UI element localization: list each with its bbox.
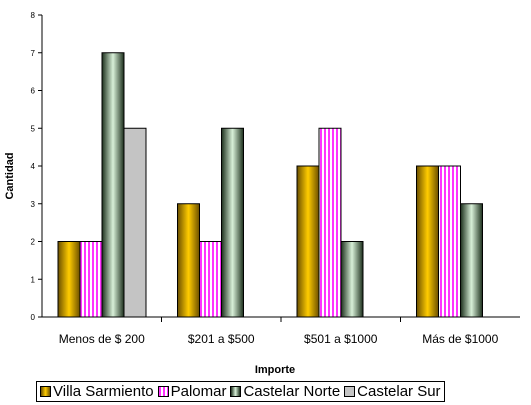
- x-tick-label: $201 a $500: [188, 332, 255, 346]
- y-tick-label: 0: [31, 313, 36, 322]
- legend-label: Villa Sarmiento: [53, 383, 154, 400]
- legend-item: Castelar Norte: [230, 383, 340, 400]
- bar-castelar-norte: [221, 127, 244, 318]
- bar-villa-sarmiento: [57, 241, 81, 318]
- legend-item: Castelar Sur: [344, 383, 441, 400]
- bar-palomar: [318, 127, 342, 318]
- y-tick-label: 6: [31, 87, 36, 96]
- plot-area: 0 1 2 3 4 5 6 7 8 Menos de $ 200 $201 a $500 $501 a…: [31, 11, 520, 346]
- bar-castelar-norte: [340, 241, 364, 318]
- legend-swatch: [344, 386, 356, 397]
- y-tick-label: 8: [31, 11, 36, 20]
- y-tick-label: 5: [31, 124, 36, 133]
- bar-villa-sarmiento: [296, 165, 320, 318]
- bar-castelar-norte: [460, 203, 483, 318]
- bar-villa-sarmiento: [416, 165, 439, 318]
- legend-swatch: [157, 386, 169, 397]
- y-tick-label: 7: [31, 49, 36, 58]
- x-tick-label: Más de $1000: [422, 332, 498, 346]
- y-tick-label: 4: [31, 162, 36, 171]
- y-tick-label: 1: [31, 275, 36, 284]
- legend-label: Castelar Norte: [243, 383, 341, 400]
- y-tick-label: 3: [31, 200, 36, 209]
- y-tick-label: 2: [31, 238, 36, 247]
- legend-label: Palomar: [170, 383, 227, 400]
- legend-swatch: [230, 386, 242, 397]
- y-axis-title: Cantidad: [4, 152, 16, 199]
- legend: Villa Sarmiento Palomar Castelar Norte Cast…: [36, 381, 445, 402]
- bar-castelar-sur: [123, 127, 147, 318]
- bar-castelar-norte: [101, 52, 125, 318]
- x-tick-label: Menos de $ 200: [59, 332, 145, 346]
- legend-label: Castelar Sur: [357, 383, 441, 400]
- bar-palomar: [199, 241, 222, 318]
- x-tick-label: $501 a $1000: [304, 332, 378, 346]
- legend-item: Villa Sarmiento: [40, 383, 154, 400]
- legend-swatch: [40, 386, 51, 397]
- x-axis-title: Importe: [255, 364, 295, 376]
- bar-palomar: [438, 165, 461, 318]
- bar-palomar: [79, 241, 103, 318]
- bar-villa-sarmiento: [177, 203, 200, 318]
- legend-item: Palomar: [157, 383, 227, 400]
